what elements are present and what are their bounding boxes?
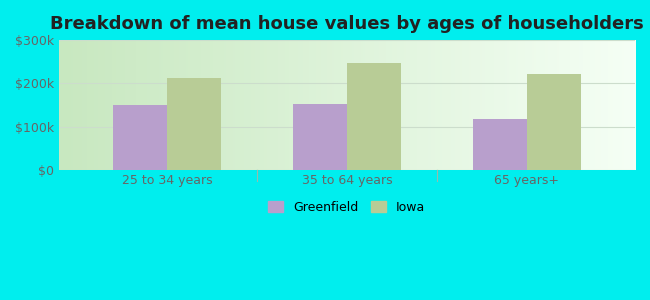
Title: Breakdown of mean house values by ages of householders: Breakdown of mean house values by ages o… xyxy=(50,15,644,33)
Bar xyxy=(167,78,221,170)
Bar xyxy=(113,105,167,170)
Bar xyxy=(473,119,527,170)
Legend: Greenfield, Iowa: Greenfield, Iowa xyxy=(263,196,430,219)
Bar xyxy=(527,74,581,170)
Bar xyxy=(293,104,347,170)
Bar xyxy=(347,63,401,170)
